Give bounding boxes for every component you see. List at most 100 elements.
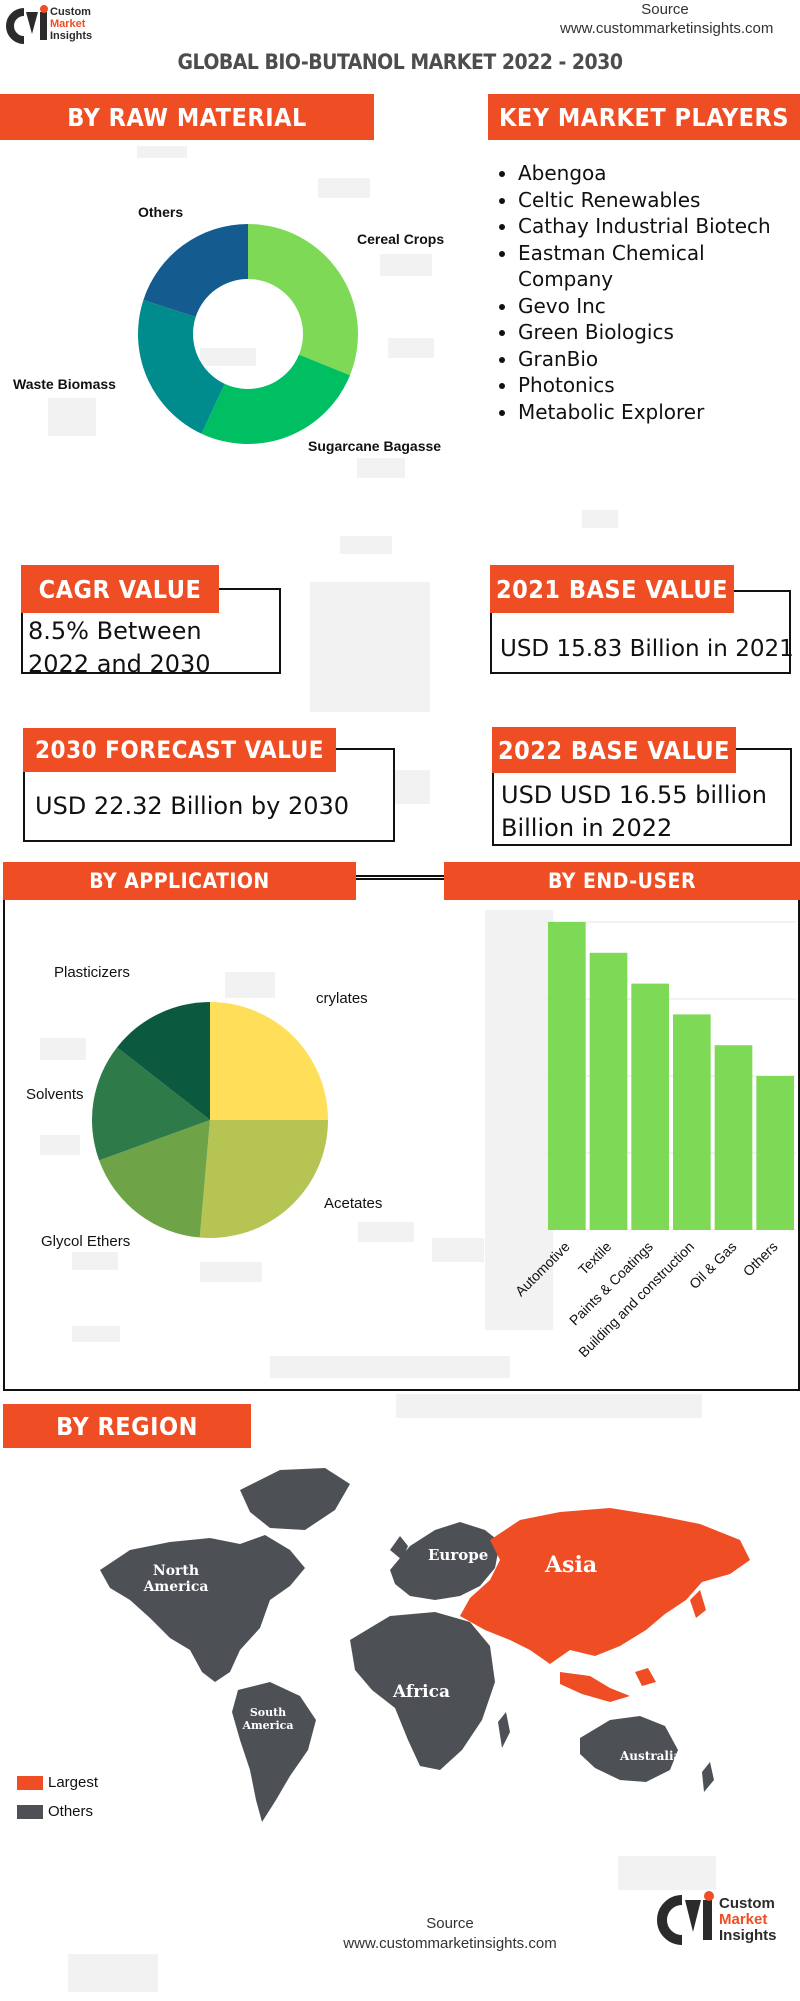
region-greenland [240, 1468, 350, 1530]
label-glycol-ethers: Glycol Ethers [41, 1233, 131, 1250]
region-north-america [100, 1535, 305, 1682]
logo-mark-icon [6, 5, 48, 44]
source-label: Source [641, 1, 689, 18]
player-item: Photonics [518, 372, 800, 399]
footer-logo: Custom Market Insights [655, 1890, 795, 1950]
legend-swatch-largest [17, 1776, 43, 1790]
logo-text-market: Market [50, 18, 86, 30]
player-item: Celtic Renewables [518, 187, 800, 214]
end-user-bar-chart [546, 921, 796, 1230]
forecast-value: USD 22.32 Billion by 2030 [35, 792, 350, 820]
region-title: BY REGION [3, 1404, 251, 1448]
region-new-zealand [702, 1762, 714, 1792]
end-user-title: BY END-USER [444, 862, 800, 900]
players-list: AbengoaCeltic RenewablesCathay Industria… [494, 160, 800, 425]
region-australia [580, 1716, 678, 1782]
map-label-europe: Europe [428, 1546, 489, 1564]
connector-line [356, 875, 444, 877]
legend-label-others: Others [48, 1803, 94, 1820]
label-sugarcane-bagasse: Sugarcane Bagasse [308, 438, 442, 454]
source-url[interactable]: www.custommarketinsights.com [560, 20, 774, 37]
donut-slice [138, 300, 225, 434]
placeholder-block [618, 1856, 716, 1890]
base2021-value: USD 15.83 Billion in 2021 [500, 636, 794, 662]
pie-slice [99, 1120, 210, 1238]
placeholder-block [388, 338, 434, 358]
application-pie [92, 1002, 328, 1238]
logo: Custom Market Insights [4, 4, 114, 48]
label-cereal-crops: Cereal Crops [357, 231, 445, 247]
cagr-title: CAGR VALUE [21, 565, 219, 613]
label-others: Others [138, 204, 184, 220]
player-item: Gevo Inc [518, 293, 800, 320]
region-asia [460, 1508, 750, 1664]
bar-4 [714, 1045, 753, 1230]
player-item: GranBio [518, 346, 800, 373]
placeholder-block [40, 1135, 80, 1155]
page-title: GLOBAL BIO-BUTANOL MARKET 2022 - 2030 [177, 50, 623, 74]
placeholder-block [358, 1222, 414, 1242]
player-item: Eastman Chemical Company [518, 240, 800, 293]
application-enduser-panel [3, 878, 800, 1391]
footer-logo-insights: Insights [719, 1927, 777, 1944]
base2022-line-1: USD USD 16.55 billion [501, 781, 767, 809]
pie-slice [210, 1002, 328, 1120]
forecast-title: 2030 FORECAST VALUE [23, 728, 336, 772]
placeholder-block [225, 972, 275, 998]
donut-slice [248, 224, 358, 376]
placeholder-block [200, 1262, 262, 1282]
placeholder-block [396, 1394, 702, 1418]
base2022-line-2: Billion in 2022 [501, 814, 673, 842]
player-item: Abengoa [518, 160, 800, 187]
placeholder-block [310, 582, 430, 712]
placeholder-block [432, 1238, 484, 1262]
placeholder-block [137, 146, 187, 158]
pie-slice [92, 1047, 210, 1161]
region-madagascar [498, 1712, 510, 1748]
bar-1 [589, 952, 628, 1230]
label-crylates: crylates [316, 990, 368, 1007]
map-label-australia: Australia [620, 1749, 682, 1763]
world-map [100, 1468, 750, 1822]
placeholder-block [68, 1954, 158, 1992]
footer-source-url[interactable]: www.custommarketinsights.com [343, 1935, 557, 1952]
placeholder-block [72, 1326, 120, 1342]
player-item: Cathay Industrial Biotech [518, 213, 800, 240]
placeholder-block [380, 254, 432, 276]
map-label-asia: Asia [545, 1552, 598, 1578]
label-solvents: Solvents [26, 1086, 84, 1103]
footer-logo-custom: Custom [719, 1895, 775, 1912]
placeholder-block [40, 1038, 86, 1060]
footer-source-label: Source [426, 1915, 474, 1932]
region-asia-islands [560, 1590, 706, 1702]
base2021-title: 2021 BASE VALUE [490, 565, 734, 613]
base2022-value: USD USD 16.55 billion Billion in 2022 [501, 779, 767, 845]
map-label-north-america: North America [143, 1563, 209, 1595]
bar-2 [631, 983, 669, 1230]
label-plasticizers: Plasticizers [54, 964, 130, 981]
placeholder-block [582, 510, 618, 528]
donut-slice [143, 224, 248, 318]
bar-0 [548, 922, 586, 1230]
label-acetates: Acetates [324, 1195, 383, 1212]
map-label-south-america: South America [242, 1706, 294, 1732]
raw-material-donut [138, 224, 358, 444]
logo-text-insights: Insights [50, 30, 93, 42]
placeholder-block [485, 910, 553, 1330]
bar-5 [756, 1076, 794, 1230]
region-europe [390, 1522, 500, 1600]
placeholder-block [48, 398, 96, 436]
application-title: BY APPLICATION [3, 862, 356, 900]
footer-logo-mark-icon [657, 1891, 714, 1945]
placeholder-block [72, 1252, 118, 1270]
region-south-america [232, 1682, 316, 1822]
logo-text-custom: Custom [50, 6, 91, 18]
legend-label-largest: Largest [48, 1774, 99, 1791]
donut-slice [201, 354, 350, 444]
legend-swatch-others [17, 1805, 43, 1819]
players-title: KEY MARKET PLAYERS [488, 94, 800, 140]
map-label-africa: Africa [393, 1682, 450, 1702]
region-africa [350, 1612, 495, 1770]
region-uk [390, 1536, 408, 1560]
placeholder-block [318, 178, 370, 198]
